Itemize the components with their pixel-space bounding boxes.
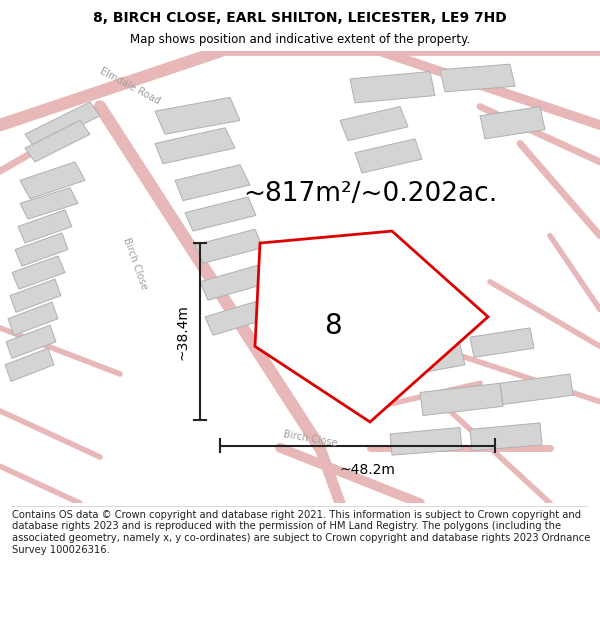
Text: 8, BIRCH CLOSE, EARL SHILTON, LEICESTER, LE9 7HD: 8, BIRCH CLOSE, EARL SHILTON, LEICESTER,… [93, 11, 507, 25]
Polygon shape [8, 302, 58, 335]
Polygon shape [155, 127, 235, 164]
Polygon shape [25, 102, 100, 148]
Polygon shape [440, 64, 515, 92]
Polygon shape [6, 325, 56, 358]
Polygon shape [470, 423, 542, 451]
Text: ~48.2m: ~48.2m [340, 462, 395, 476]
Polygon shape [185, 197, 256, 231]
Polygon shape [175, 164, 250, 201]
Polygon shape [195, 229, 263, 263]
Polygon shape [18, 210, 72, 243]
Polygon shape [255, 231, 488, 422]
Polygon shape [200, 265, 266, 300]
Polygon shape [20, 188, 78, 219]
Text: Contains OS data © Crown copyright and database right 2021. This information is : Contains OS data © Crown copyright and d… [12, 510, 590, 554]
Polygon shape [155, 98, 240, 134]
Polygon shape [12, 256, 65, 289]
Polygon shape [20, 162, 85, 199]
Polygon shape [400, 344, 465, 376]
Polygon shape [500, 374, 573, 404]
Text: ~38.4m: ~38.4m [176, 304, 190, 359]
Polygon shape [5, 348, 54, 381]
Text: Birch Close: Birch Close [121, 236, 149, 291]
Text: Map shows position and indicative extent of the property.: Map shows position and indicative extent… [130, 33, 470, 46]
Polygon shape [470, 328, 534, 357]
Text: Elmdale Road: Elmdale Road [98, 66, 162, 106]
Text: Birch Close: Birch Close [282, 429, 338, 448]
Polygon shape [420, 383, 503, 416]
Polygon shape [350, 71, 435, 103]
Polygon shape [480, 107, 545, 139]
Polygon shape [25, 121, 90, 162]
Polygon shape [355, 139, 422, 173]
Text: ~817m²/~0.202ac.: ~817m²/~0.202ac. [243, 181, 497, 208]
Polygon shape [10, 279, 61, 312]
Text: 8: 8 [324, 312, 342, 340]
Polygon shape [15, 233, 68, 266]
Polygon shape [390, 428, 462, 455]
Polygon shape [205, 300, 268, 335]
Polygon shape [340, 107, 408, 141]
